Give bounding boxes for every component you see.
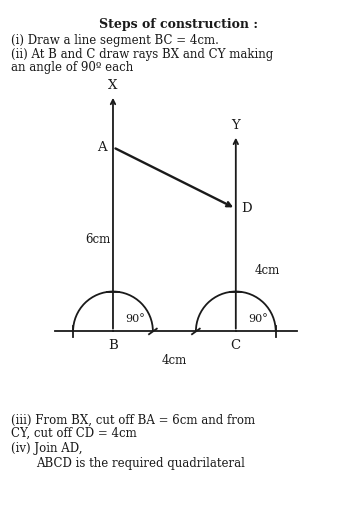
Text: ABCD is the required quadrilateral: ABCD is the required quadrilateral: [36, 457, 245, 470]
Text: 4cm: 4cm: [162, 355, 187, 368]
Text: (iii) From BX, cut off BA = 6cm and from: (iii) From BX, cut off BA = 6cm and from: [11, 413, 255, 426]
Text: 90°: 90°: [248, 314, 268, 324]
Text: A: A: [97, 141, 106, 154]
Text: 4cm: 4cm: [254, 264, 280, 277]
Text: C: C: [231, 339, 241, 352]
Text: 6cm: 6cm: [85, 233, 110, 246]
Text: X: X: [108, 79, 118, 92]
Text: (i) Draw a line segment BC = 4cm.: (i) Draw a line segment BC = 4cm.: [11, 34, 218, 47]
Text: Y: Y: [231, 119, 240, 132]
Text: 90°: 90°: [125, 314, 145, 324]
Text: Steps of construction :: Steps of construction :: [99, 18, 258, 31]
Text: an angle of 90º each: an angle of 90º each: [11, 61, 133, 74]
Text: (ii) At B and C draw rays BX and CY making: (ii) At B and C draw rays BX and CY maki…: [11, 48, 273, 61]
Text: D: D: [241, 202, 252, 215]
Text: CY, cut off CD = 4cm: CY, cut off CD = 4cm: [11, 427, 136, 440]
Text: (iv) Join AD,: (iv) Join AD,: [11, 442, 82, 455]
Text: B: B: [108, 339, 118, 352]
